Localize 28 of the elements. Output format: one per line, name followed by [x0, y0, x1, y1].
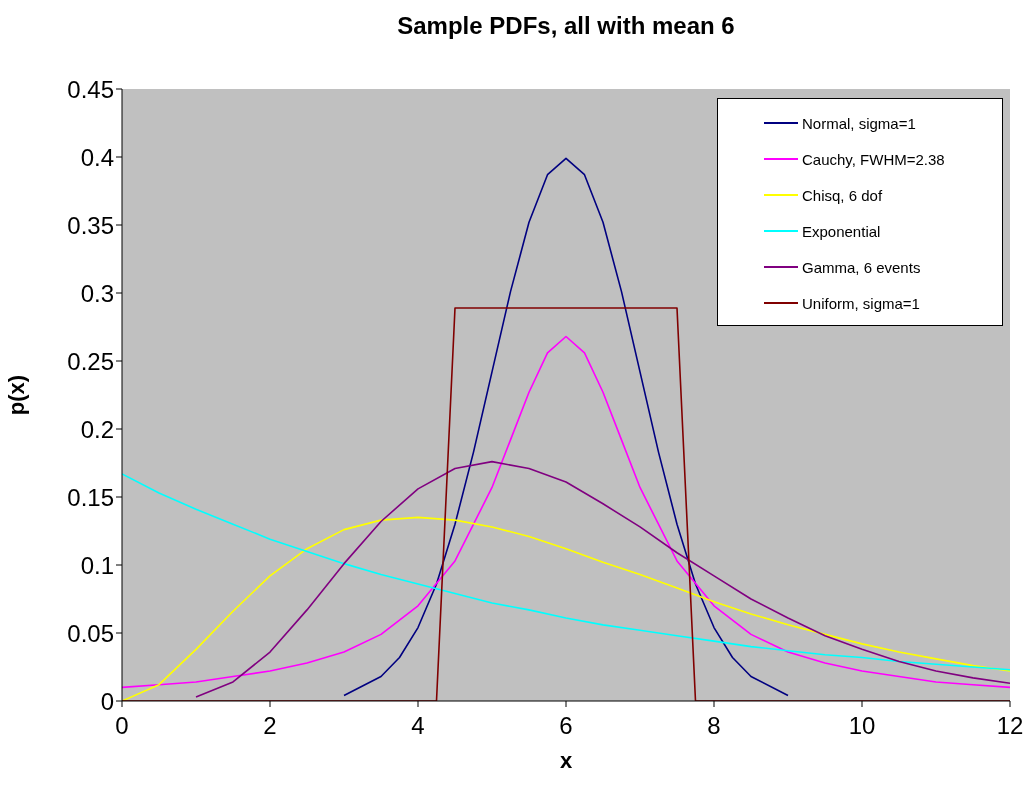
y-tick-label: 0.4 [80, 143, 114, 171]
x-tick-label: 6 [559, 712, 573, 740]
x-tick-label: 2 [263, 712, 277, 740]
y-tick-label: 0.2 [80, 415, 114, 443]
y-axis-title: p(x) [3, 374, 29, 416]
x-tick-label: 12 [996, 712, 1024, 740]
line-series [343, 157, 789, 697]
y-tick-label: 0.05 [67, 619, 114, 647]
legend-label: Uniform, sigma=1 [802, 294, 920, 312]
y-tick-label: 0.25 [67, 347, 114, 375]
legend-label: Gamma, 6 events [802, 258, 921, 276]
x-tick-label: 8 [707, 712, 721, 740]
y-tick-label: 0.35 [67, 211, 114, 239]
line-series [122, 473, 1010, 671]
x-tick-label: 4 [411, 712, 425, 740]
y-tick-label: 0 [100, 687, 114, 715]
chart-title: Sample PDFs, all with mean 6 [396, 12, 736, 40]
y-tick-label: 0.3 [80, 279, 114, 307]
legend-label: Normal, sigma=1 [802, 114, 916, 132]
x-tick-label: 10 [848, 712, 876, 740]
x-axis-title: x [559, 748, 573, 773]
y-tick-label: 0.45 [67, 75, 114, 103]
y-tick-label: 0.15 [67, 483, 114, 511]
legend-label: Chisq, 6 dof [802, 186, 883, 204]
legend-label: Exponential [802, 222, 881, 240]
line-series [195, 460, 1010, 698]
y-tick-label: 0.1 [80, 551, 114, 579]
legend-label: Cauchy, FWHM=2.38 [802, 150, 945, 168]
